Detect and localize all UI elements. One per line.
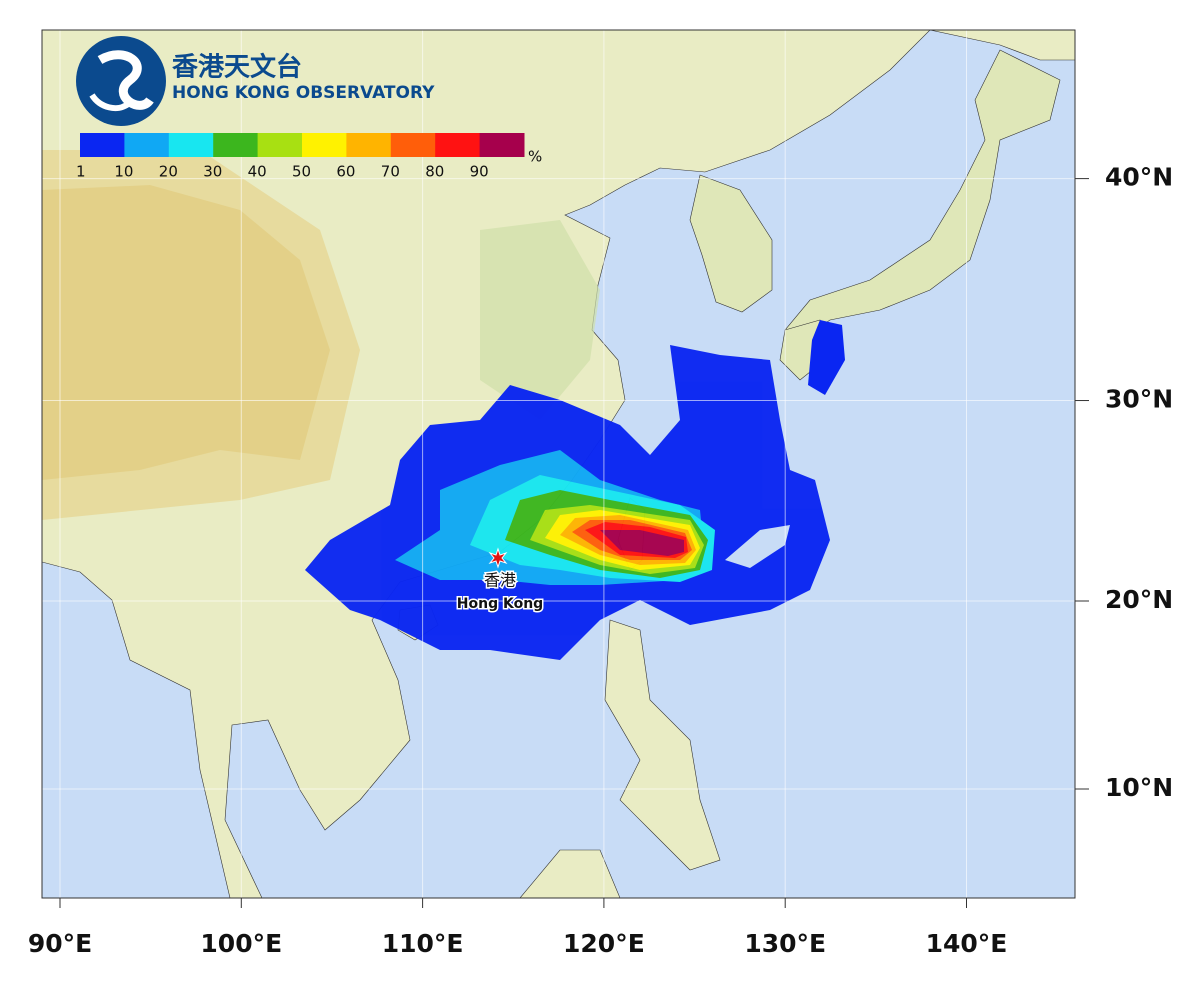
logo-chinese: 香港天文台 xyxy=(172,52,302,83)
place-chinese: 香港 xyxy=(484,571,516,590)
hong-kong-star xyxy=(488,547,508,569)
korea xyxy=(689,174,773,313)
x-tick-label: 90°E xyxy=(28,929,92,958)
map-area xyxy=(42,30,1075,898)
legend-label: 40 xyxy=(248,163,267,181)
probability-contours xyxy=(305,345,830,660)
legend-unit: % xyxy=(528,148,542,166)
axes: 90°E 100°E 110°E 120°E 130°E 140°E 10°N 20°N 30°… xyxy=(28,163,1173,958)
y-tick-label: 10°N xyxy=(1105,773,1173,802)
logo-emblem xyxy=(76,36,166,126)
x-tick-label: 140°E xyxy=(926,929,1008,958)
japan-patch xyxy=(808,320,845,395)
contour-hole xyxy=(725,525,790,568)
logo-english: HONG KONG OBSERVATORY xyxy=(172,83,435,103)
logo-swirl xyxy=(97,50,154,110)
lowland-green xyxy=(480,220,600,420)
x-tick-label: 110°E xyxy=(382,929,464,958)
logo-swirl xyxy=(89,93,130,112)
legend-label: 80 xyxy=(425,163,444,181)
legend-label: 20 xyxy=(159,163,178,181)
legend-swatch xyxy=(346,133,392,157)
legend-swatch xyxy=(302,133,347,157)
legend-swatch xyxy=(124,133,170,157)
borneo xyxy=(519,849,621,898)
hong-kong-marker: 香港 Hong Kong xyxy=(455,547,545,614)
legend-swatch xyxy=(213,133,259,157)
philippines xyxy=(604,619,721,871)
legend-swatch xyxy=(390,133,436,157)
frame xyxy=(41,29,1076,899)
legend-swatch xyxy=(479,133,525,157)
x-tick-label: 130°E xyxy=(744,929,826,958)
place-english: Hong Kong xyxy=(457,596,543,612)
grid xyxy=(42,30,1075,898)
legend-label: 70 xyxy=(381,163,400,181)
legend-label: 90 xyxy=(470,163,489,181)
legend-label: 60 xyxy=(336,163,355,181)
legend-swatch xyxy=(257,133,303,157)
legend: % 1 10 20 30 40 50 60 70 80 90 xyxy=(76,133,542,181)
x-tick-label: 100°E xyxy=(200,929,282,958)
legend-label: 50 xyxy=(292,163,311,181)
plateau-low xyxy=(42,150,360,520)
contour-90 xyxy=(600,530,684,556)
logo: 香港天文台 HONG KONG OBSERVATORY xyxy=(76,36,435,126)
legend-label: 30 xyxy=(203,163,222,181)
y-tick-label: 40°N xyxy=(1105,163,1173,192)
legend-swatch xyxy=(435,133,481,157)
y-tick-label: 30°N xyxy=(1105,385,1173,414)
x-tick-label: 120°E xyxy=(563,929,645,958)
legend-swatch xyxy=(168,133,214,157)
legend-label: 10 xyxy=(114,163,133,181)
legend-swatch xyxy=(80,133,125,157)
y-tick-label: 20°N xyxy=(1105,585,1173,614)
legend-label: 1 xyxy=(76,163,86,181)
